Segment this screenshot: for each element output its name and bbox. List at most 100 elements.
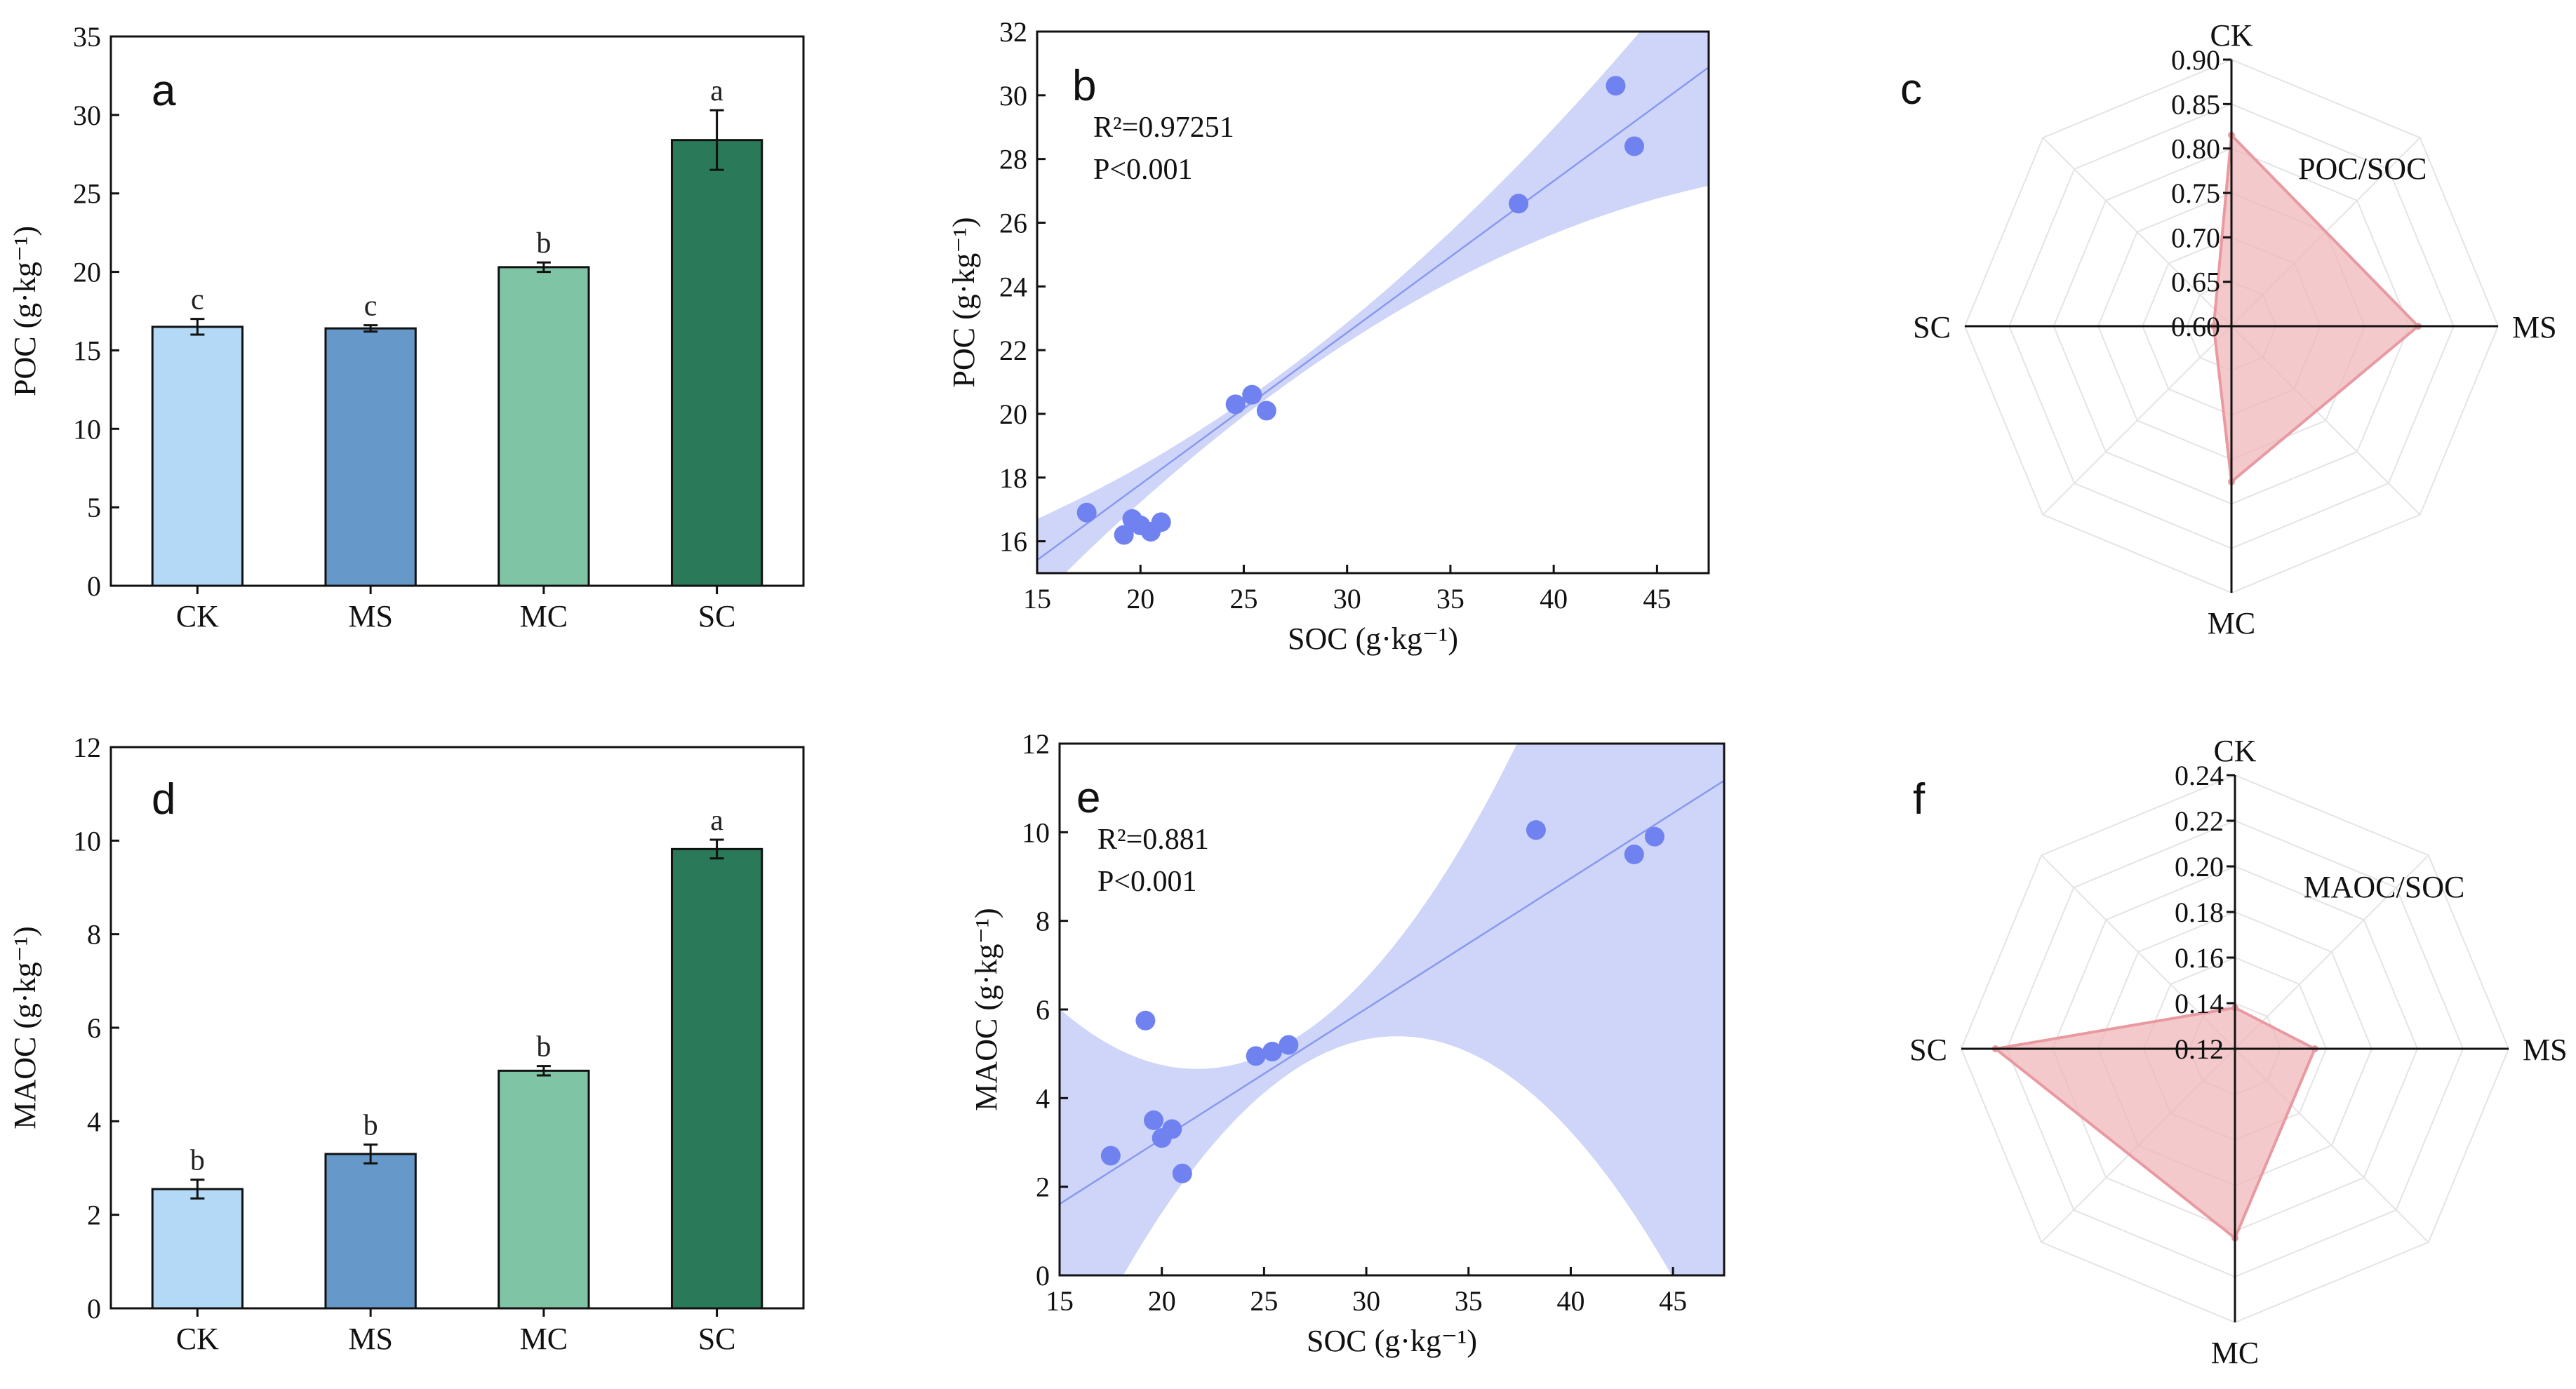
y-tick-label: 12 bbox=[73, 732, 101, 763]
bar-ms bbox=[324, 1153, 417, 1310]
significance-label: a bbox=[710, 805, 723, 837]
radar-axis-label-sc: SC bbox=[1909, 1033, 1947, 1067]
y-tick-label: 16 bbox=[999, 526, 1027, 558]
x-category-label: MC bbox=[520, 599, 568, 633]
x-tick-label: 35 bbox=[1436, 583, 1464, 615]
data-point bbox=[1076, 502, 1097, 523]
y-tick-label: 12 bbox=[1022, 728, 1050, 760]
r-squared-label: R²=0.97251 bbox=[1093, 112, 1234, 144]
panel-letter: b bbox=[1072, 62, 1096, 110]
data-point bbox=[1151, 512, 1171, 532]
significance-label: a bbox=[710, 75, 723, 107]
y-tick-label: 8 bbox=[1036, 906, 1050, 937]
plot-area bbox=[1060, 744, 1724, 1275]
radar-tick-label: 0.90 bbox=[2171, 44, 2220, 76]
panel-letter: e bbox=[1076, 774, 1100, 822]
y-tick-label: 10 bbox=[1022, 817, 1050, 848]
radar-tick-label: 0.85 bbox=[2171, 88, 2220, 120]
radar-axis-label-ck: CK bbox=[2210, 18, 2253, 53]
y-tick-label: 6 bbox=[1036, 994, 1050, 1026]
data-point bbox=[1100, 1146, 1121, 1166]
radar-data-area bbox=[1992, 1006, 2317, 1240]
y-tick-label: 5 bbox=[87, 492, 101, 523]
y-tick-label: 28 bbox=[999, 144, 1027, 175]
y-tick-label: 10 bbox=[73, 413, 101, 445]
radar-tick-label: 0.12 bbox=[2175, 1033, 2224, 1065]
significance-label: b bbox=[190, 1145, 205, 1177]
significance-label: c bbox=[364, 290, 378, 323]
plot-area bbox=[1037, 32, 1709, 573]
y-axis-title: MAOC (g·kg⁻¹) bbox=[8, 926, 42, 1129]
radar-data-area bbox=[2212, 132, 2420, 485]
radar-axis-label-sc: SC bbox=[1913, 310, 1951, 344]
y-tick-label: 0 bbox=[87, 570, 101, 602]
x-category-label: MS bbox=[348, 599, 393, 633]
y-tick-label: 15 bbox=[73, 335, 101, 366]
x-tick-label: 15 bbox=[1046, 1285, 1074, 1317]
y-tick-label: 24 bbox=[999, 271, 1027, 302]
data-point bbox=[1509, 194, 1529, 214]
x-tick-label: 15 bbox=[1023, 583, 1051, 615]
y-tick-label: 18 bbox=[999, 462, 1027, 494]
radar-tick-label: 0.80 bbox=[2171, 133, 2220, 165]
fit-line bbox=[1037, 66, 1709, 561]
radar-grid-spoke bbox=[2234, 854, 2429, 1049]
y-tick-label: 30 bbox=[999, 80, 1027, 112]
radar-axis-label-mc: MC bbox=[2211, 1336, 2259, 1370]
x-category-label: SC bbox=[698, 1322, 736, 1356]
radar-tick-label: 0.24 bbox=[2175, 760, 2224, 791]
bar-sc bbox=[670, 847, 763, 1310]
x-tick-label: 40 bbox=[1540, 583, 1568, 615]
x-axis-title: SOC (g·kg⁻¹) bbox=[1288, 622, 1458, 656]
panel-e-scatter-chart: e 15 20 25 30 35 40 45 0 2 4 6 8 10 12 SOC (g·kg⁻¹) MAOC… bbox=[969, 728, 1726, 1358]
x-category-label: SC bbox=[698, 599, 736, 633]
data-point bbox=[1242, 384, 1262, 405]
data-point bbox=[1114, 525, 1134, 545]
x-tick-label: 45 bbox=[1659, 1285, 1687, 1317]
radar-axis-label-ms: MS bbox=[2523, 1033, 2568, 1067]
significance-label: c bbox=[191, 284, 204, 316]
y-tick-label: 26 bbox=[999, 207, 1027, 239]
radar-tick-label: 0.14 bbox=[2175, 988, 2224, 1019]
y-axis-title: POC (g·kg⁻¹) bbox=[8, 226, 42, 396]
y-tick-label: 30 bbox=[73, 100, 101, 131]
plot-frame bbox=[109, 35, 805, 587]
panel-letter: c bbox=[1900, 65, 1922, 114]
radar-tick-label: 0.22 bbox=[2175, 805, 2224, 837]
panel-d-bar-chart: d 0 2 4 6 8 10 12 b CK b MS b MC a SC MAOC (g·kg⁻¹) bbox=[8, 732, 805, 1356]
x-category-label: CK bbox=[176, 599, 219, 633]
x-tick-label: 30 bbox=[1333, 583, 1361, 615]
y-tick-label: 20 bbox=[73, 257, 101, 288]
radar-axis-label-ms: MS bbox=[2512, 310, 2557, 344]
x-tick-label: 45 bbox=[1643, 583, 1671, 615]
x-tick-label: 30 bbox=[1352, 1285, 1380, 1317]
x-tick-label: 25 bbox=[1229, 583, 1257, 615]
confidence-band bbox=[1060, 744, 1724, 1275]
significance-label: b bbox=[536, 227, 551, 260]
radar-tick-label: 0.70 bbox=[2171, 222, 2220, 253]
y-tick-label: 8 bbox=[87, 919, 101, 951]
significance-label: b bbox=[536, 1031, 551, 1063]
y-axis-title: POC (g·kg⁻¹) bbox=[947, 217, 981, 388]
radar-tick-label: 0.60 bbox=[2171, 311, 2220, 342]
data-point bbox=[1162, 1119, 1182, 1139]
r-squared-label: R²=0.881 bbox=[1097, 824, 1209, 856]
radar-axis-label-ck: CK bbox=[2213, 734, 2256, 768]
data-point bbox=[1526, 820, 1546, 840]
data-point bbox=[1624, 844, 1644, 864]
bar-mc bbox=[498, 1069, 590, 1310]
radar-grid-spoke bbox=[2042, 326, 2232, 516]
radar-tick-label: 0.75 bbox=[2171, 177, 2220, 209]
y-tick-label: 35 bbox=[73, 21, 101, 53]
data-point bbox=[1172, 1163, 1192, 1183]
radar-axis-label-mc: MC bbox=[2208, 606, 2255, 640]
data-point bbox=[1624, 136, 1644, 156]
panel-letter: a bbox=[152, 67, 176, 115]
x-tick-label: 35 bbox=[1455, 1285, 1483, 1317]
data-point bbox=[1246, 1046, 1266, 1066]
panel-letter: f bbox=[1913, 775, 1926, 824]
bar-ck bbox=[151, 326, 244, 587]
radar-grid-spoke bbox=[2042, 137, 2232, 327]
